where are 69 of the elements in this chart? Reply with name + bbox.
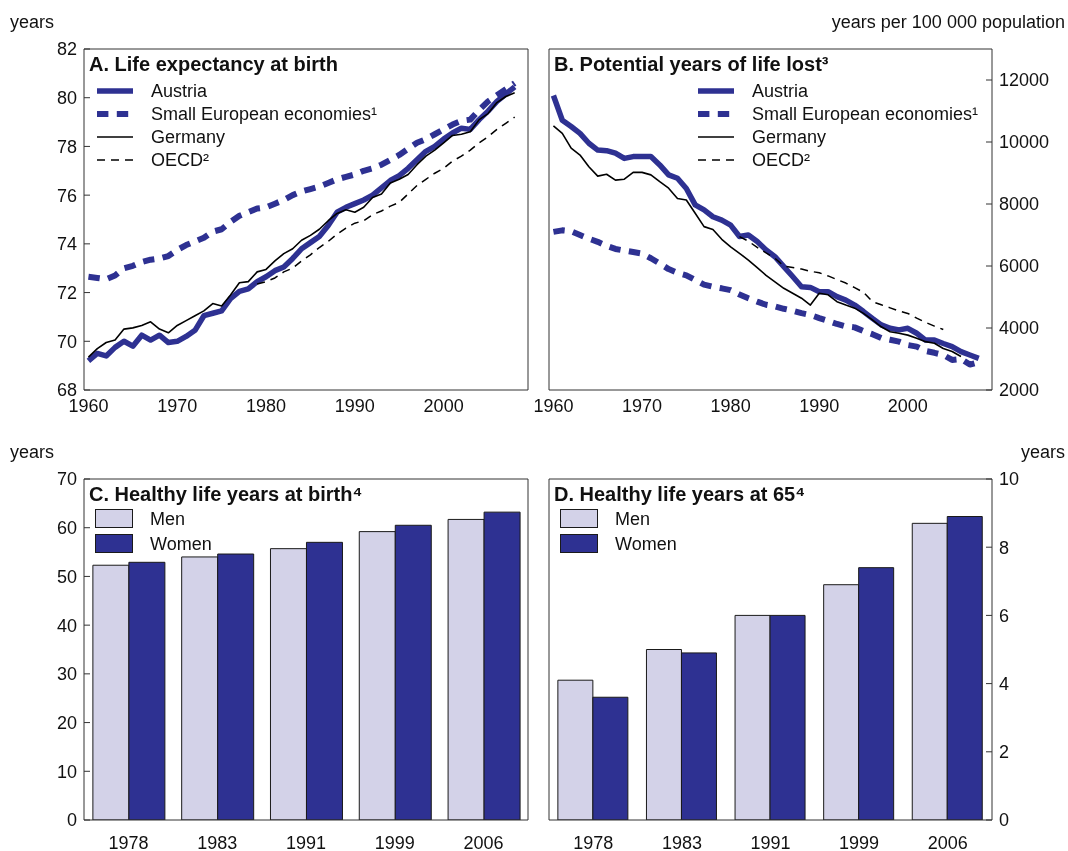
x-tick-label: 1978	[108, 833, 149, 851]
legend-label: Small European economies¹	[151, 103, 378, 124]
line-series	[552, 125, 962, 358]
legend-label: Men	[150, 508, 186, 529]
x-tick-label: 1960	[533, 396, 574, 416]
y2-tick-label: 8000	[999, 194, 1040, 215]
y-axis-title: years	[10, 442, 55, 462]
y-tick-label: 40	[56, 615, 77, 636]
x-tick-label: 2000	[887, 396, 928, 416]
x-tick-label: 1991	[750, 833, 791, 851]
y2-tick-label: 10000	[999, 132, 1050, 153]
legend-label: Austria	[151, 80, 208, 101]
line-series	[738, 235, 945, 331]
x-tick-label: 1990	[334, 396, 375, 416]
x-tick-label: 2000	[423, 396, 464, 416]
chart-title: B. Potential years of life lost³	[554, 53, 829, 75]
y-tick-label: 80	[56, 88, 77, 109]
legend-label: Men	[615, 508, 651, 529]
x-tick-label: 1990	[799, 396, 840, 416]
x-tick-label: 1999	[839, 833, 880, 851]
y2-axis-title: years	[1020, 442, 1065, 462]
y-tick-label: 10	[56, 761, 77, 782]
x-tick-label: 1978	[573, 833, 614, 851]
x-tick-label: 1991	[285, 833, 327, 851]
x-tick-label: 1960	[68, 396, 109, 416]
y-tick-label: 70	[56, 469, 77, 490]
y2-tick-label: 4	[999, 674, 1010, 695]
chart-title: D. Healthy life years at 65⁴	[554, 483, 806, 505]
y-tick-label: 50	[56, 566, 77, 587]
y2-tick-label: 10	[999, 469, 1020, 490]
y-axis-title: years	[10, 12, 55, 32]
y2-tick-label: 6000	[999, 256, 1040, 277]
y-tick-label: 30	[56, 664, 77, 685]
y-tick-label: 70	[56, 331, 77, 352]
legend-label: OECD²	[751, 149, 810, 170]
x-tick-label: 2006	[927, 833, 968, 851]
legend-label: OECD²	[151, 149, 209, 170]
y2-tick-label: 2	[999, 742, 1010, 763]
y2-tick-label: 0	[999, 810, 1010, 831]
x-tick-label: 1980	[710, 396, 751, 416]
y-tick-label: 20	[56, 713, 77, 734]
y2-tick-label: 4000	[999, 318, 1040, 339]
x-tick-label: 1983	[197, 833, 238, 851]
chart-title: C. Healthy life years at birth⁴	[89, 483, 363, 505]
y-tick-label: 78	[56, 136, 77, 157]
x-tick-label: 1983	[661, 833, 702, 851]
y2-tick-label: 8	[999, 537, 1010, 558]
legend-label: Women	[615, 533, 677, 554]
x-tick-label: 1970	[157, 396, 198, 416]
y2-tick-label: 2000	[999, 380, 1040, 401]
y2-axis-title: years per 100 000 population	[831, 12, 1065, 32]
legend-label: Germany	[751, 126, 826, 147]
legend-label: Small European economies¹	[751, 103, 978, 124]
y-tick-label: 74	[56, 234, 77, 255]
y-tick-label: 60	[56, 518, 77, 539]
x-tick-label: 2006	[463, 833, 504, 851]
x-tick-label: 1970	[622, 396, 663, 416]
y-tick-label: 76	[56, 185, 77, 206]
y-tick-label: 0	[66, 810, 77, 831]
legend-label: Women	[150, 533, 212, 554]
chart-title: A. Life expectancy at birth	[89, 53, 338, 75]
legend-label: Austria	[751, 80, 808, 101]
y-tick-label: 72	[56, 283, 77, 304]
y2-tick-label: 12000	[999, 70, 1050, 91]
y2-tick-label: 6	[999, 605, 1010, 626]
x-tick-label: 1999	[374, 833, 415, 851]
legend-label: Germany	[151, 126, 226, 147]
x-tick-label: 1980	[246, 396, 287, 416]
y-tick-label: 82	[56, 39, 77, 60]
